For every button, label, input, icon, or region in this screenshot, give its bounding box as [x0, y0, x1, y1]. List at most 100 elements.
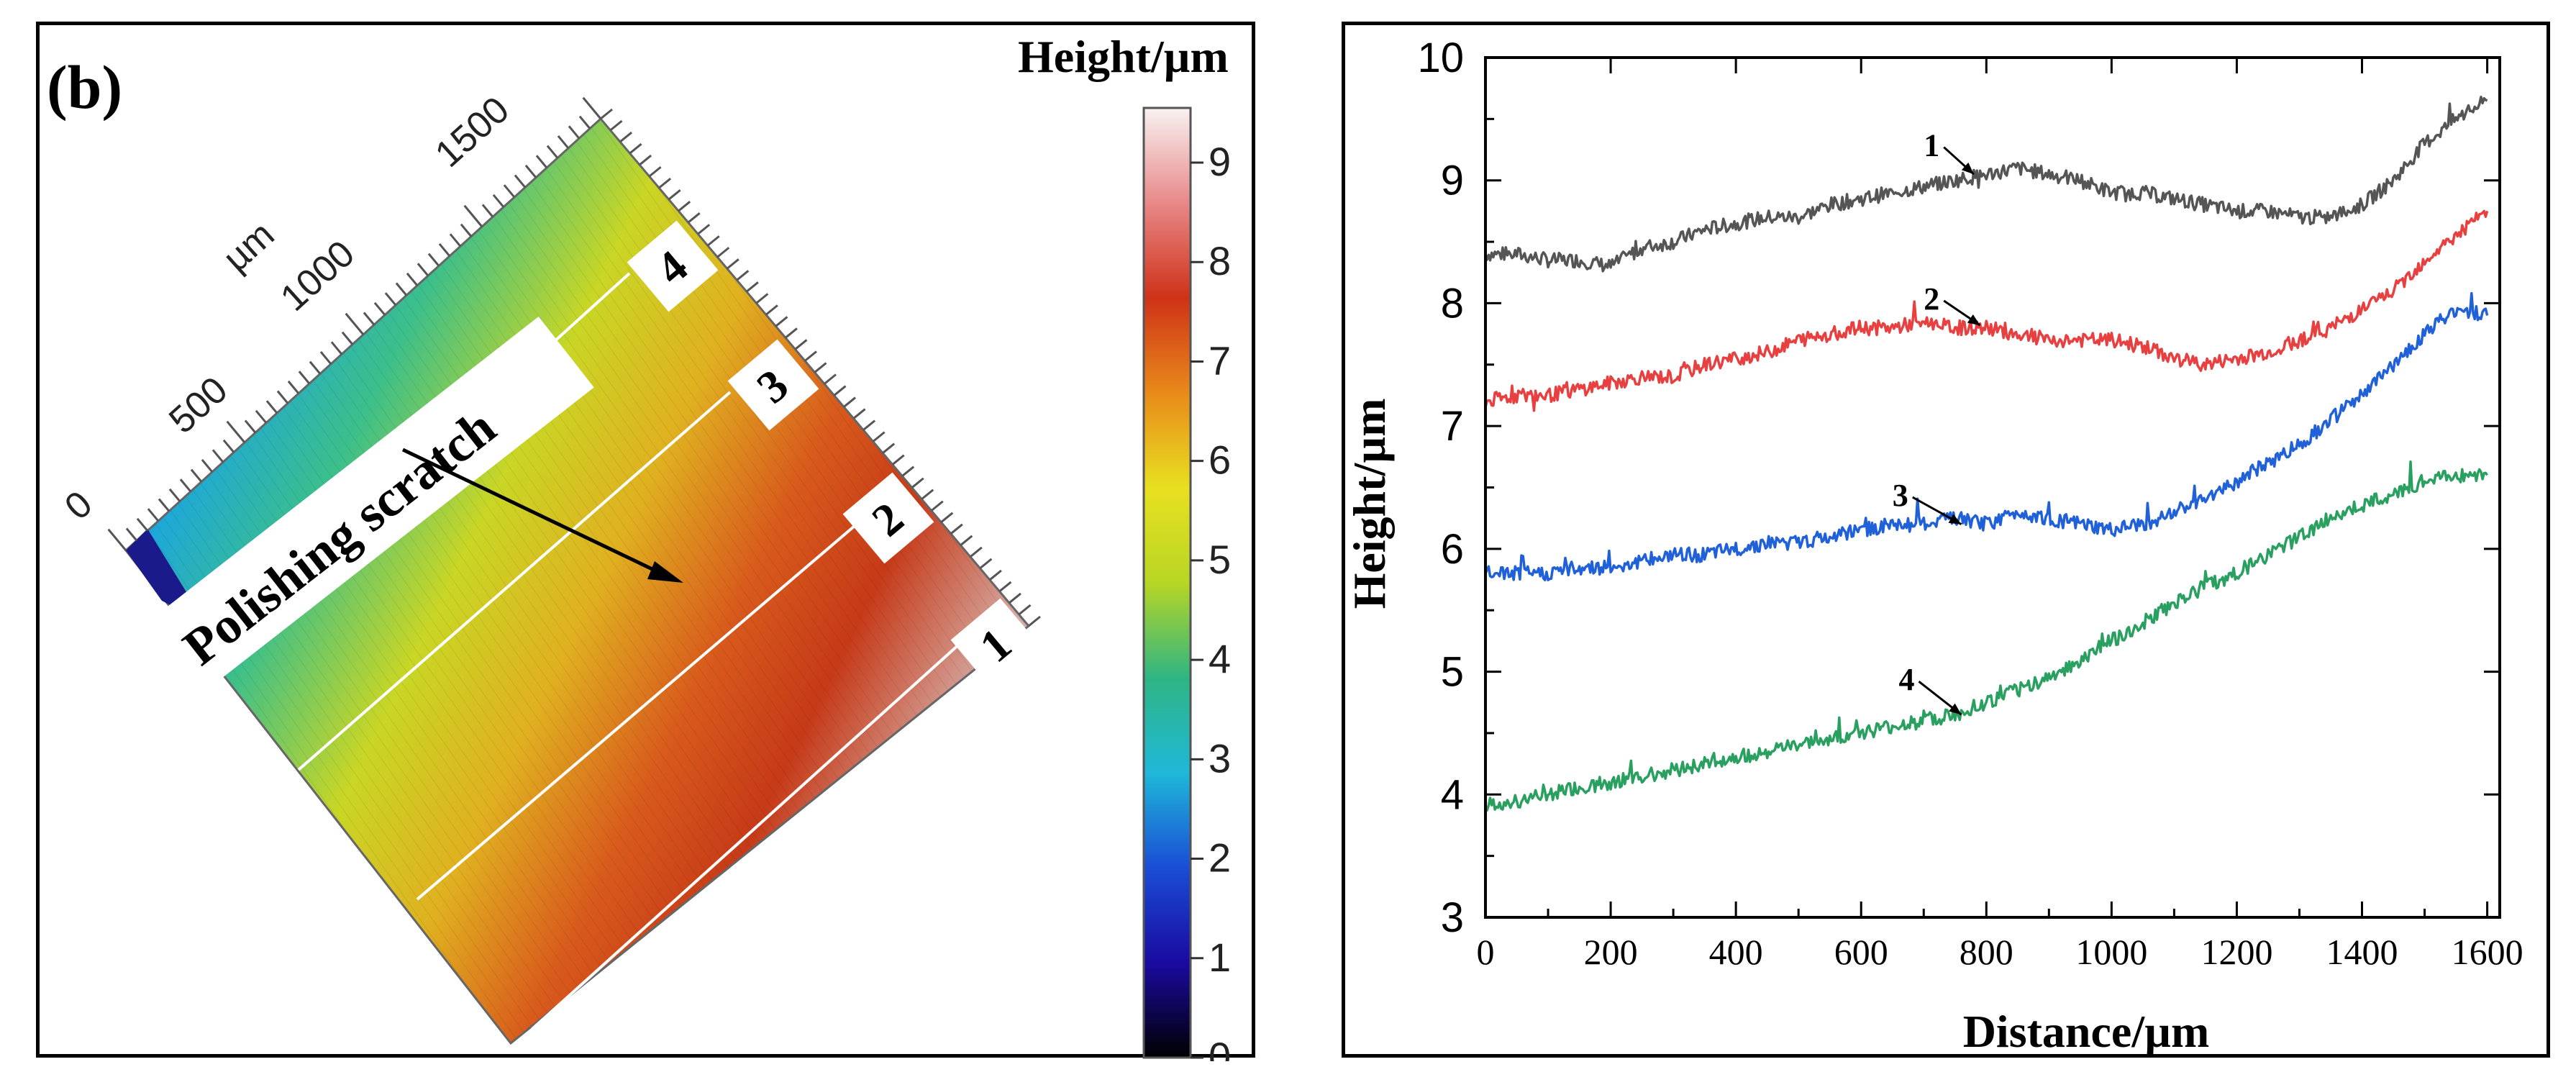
surface-axis-tick — [406, 272, 419, 286]
surface-axis-tick — [697, 224, 711, 235]
surface-axis-tick — [373, 301, 386, 316]
surface-axis-tick — [107, 528, 127, 551]
surface-axis-tick — [546, 145, 559, 159]
annotation-arrowhead — [647, 561, 683, 583]
label-box-4: 4 — [627, 220, 719, 312]
series-line-2 — [1484, 209, 2489, 412]
surface-axis-tick — [872, 431, 886, 442]
surface-axis-tick — [619, 131, 632, 143]
colorbar-tick-label: 8 — [1209, 238, 1231, 283]
surface-axis-tick — [125, 527, 138, 542]
series-label-4: 4 — [1898, 662, 1914, 697]
surface-axis-tick — [384, 292, 397, 306]
y-axis-label: Height/µm — [1345, 399, 1395, 609]
surface-axis-tick — [804, 350, 817, 362]
x-tick-label: 0 — [1477, 932, 1495, 972]
surface-axis-tick — [784, 327, 798, 339]
axis-tick-500: 500 — [161, 369, 235, 442]
series-arrowhead-1 — [1961, 162, 1974, 175]
surface-axis-tick — [438, 243, 451, 257]
panel-label: (b) — [47, 53, 122, 122]
y-tick-label: 7 — [1441, 403, 1464, 450]
colorbar-tick-label: 7 — [1209, 337, 1231, 383]
surface-axis-tick — [395, 282, 408, 296]
y-tick-label: 8 — [1441, 280, 1464, 327]
colorbar-tick-label: 5 — [1209, 537, 1231, 582]
label-box-3: 3 — [727, 339, 819, 431]
surface-axis-tick — [843, 396, 857, 408]
series-label-2: 2 — [1924, 281, 1939, 317]
surface-axis-tick — [891, 454, 905, 465]
y-tick-label: 10 — [1417, 35, 1464, 81]
colorbar-title: Height/µm — [1018, 31, 1229, 82]
profile-line-2 — [416, 520, 861, 901]
colorbar-tick-label: 3 — [1209, 735, 1231, 781]
colorbar-tick-label: 2 — [1209, 835, 1231, 881]
surface-axis-tick — [226, 420, 246, 443]
x-tick-label: 800 — [1960, 932, 2013, 972]
surface-texture — [126, 119, 1029, 1043]
colorbar-tick-label: 4 — [1209, 636, 1231, 681]
surface-axis-tick — [600, 108, 613, 120]
surface-axis-tick — [179, 478, 192, 493]
surface-axis-tick — [969, 546, 983, 558]
surface-axis-tick — [255, 409, 268, 424]
surface-axis-tick — [578, 115, 591, 130]
profile-line-3 — [297, 391, 732, 771]
surface-axis-tick — [726, 258, 739, 270]
surface-axis-tick — [158, 498, 170, 512]
surface-axis-tick — [524, 164, 537, 178]
surface-axis-tick — [882, 442, 896, 454]
surface-axis — [107, 96, 1041, 627]
surface-axis-tick — [755, 293, 769, 304]
colorbar-tick-label: 9 — [1209, 139, 1231, 184]
surface-axis-tick — [222, 439, 235, 453]
surface-axis-tick — [745, 281, 759, 293]
surface-axis-tick — [998, 581, 1012, 593]
colorbar-ticks: 0 1 2 3 4 5 6 7 8 9 — [1191, 139, 1231, 1061]
surface-axis-tick — [658, 177, 672, 189]
surface-axis-tick — [276, 390, 289, 404]
surface-axis-tick — [417, 263, 429, 277]
series-label-1: 1 — [1924, 128, 1939, 163]
x-tick-label: 200 — [1584, 932, 1638, 972]
surface-axis-tick — [988, 569, 1002, 581]
surface-axis-tick — [863, 419, 876, 431]
surface-axis-tick — [775, 316, 788, 327]
surface-axis-tick — [648, 165, 662, 178]
label-box-1: 1 — [950, 598, 1042, 690]
x-axis-label: Distance/µm — [1963, 1006, 2210, 1057]
surface-axis-tick — [211, 449, 224, 463]
surface-axis-tick — [609, 119, 623, 132]
x-tick-label: 1000 — [2075, 932, 2147, 972]
colorbar-tick-label: 1 — [1209, 935, 1231, 980]
y-tick-label: 3 — [1441, 894, 1464, 941]
y-tick-label: 5 — [1441, 649, 1464, 696]
colorbar — [1142, 106, 1192, 1059]
surface-axis-tick — [960, 535, 973, 547]
surface-axis-tick — [309, 360, 322, 375]
surface-axis-tick — [449, 233, 462, 247]
profile-chart-panel: 1 2 3 4 3 4 5 6 7 8 9 10 0 200 400 600 800 1000 1200 1400 1… — [1342, 22, 2550, 1058]
surface-axis-tick — [298, 371, 311, 385]
surface-axis-tick — [136, 517, 149, 532]
surface-axis-tick — [706, 235, 720, 247]
series-arrowhead-2 — [1967, 314, 1980, 326]
surface-axis-tick — [568, 125, 581, 140]
surface-axis-tick — [736, 270, 750, 281]
surface-axis-tick — [833, 385, 847, 396]
y-tick-label: 6 — [1441, 526, 1464, 573]
surface-map-panel: 0 500 1000 1500 µm (b) Polishing scratch… — [36, 22, 1255, 1061]
surface-axis-tick — [921, 489, 934, 500]
surface-axis-tick — [492, 194, 505, 208]
surface-axis-tick — [319, 351, 332, 365]
surface-axis-tick — [190, 468, 203, 483]
surface-axis-tick — [911, 477, 924, 489]
surface-axis-tick — [514, 174, 527, 189]
surface-axis-tick — [824, 373, 837, 385]
axis-unit: µm — [215, 214, 282, 280]
plot-frame — [1484, 56, 2501, 919]
surface-axis-tick — [460, 223, 473, 237]
x-tick-label: 1200 — [2200, 932, 2272, 972]
surface-axis-tick — [687, 212, 701, 224]
